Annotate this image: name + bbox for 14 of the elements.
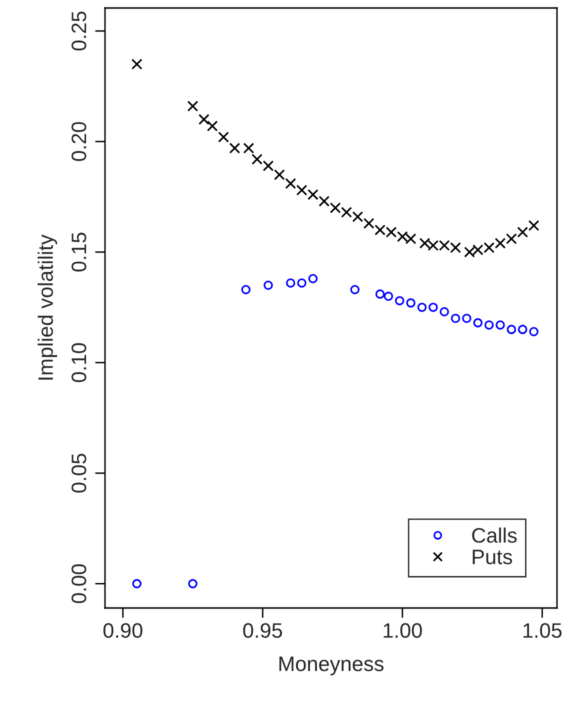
legend-label: Calls	[472, 527, 517, 543]
y-axis-title: Implied volatility	[38, 234, 58, 380]
y-tick-label: 0.20	[72, 122, 86, 161]
y-tick-label: 0.05	[72, 454, 86, 493]
x-axis-title: Moneyness	[279, 656, 384, 676]
y-tick-label: 0.10	[72, 343, 86, 382]
y-tick-label: 0.15	[72, 232, 86, 272]
x-tick-label: 1.00	[384, 623, 422, 638]
x-tick-label: 1.05	[524, 623, 562, 638]
x-tick-label: 0.95	[243, 623, 282, 638]
y-tick-label: 0.25	[72, 12, 86, 50]
x-tick-label: 0.90	[103, 623, 142, 638]
legend-label: Puts	[472, 550, 512, 564]
y-tick-label: 0.00	[72, 564, 86, 604]
